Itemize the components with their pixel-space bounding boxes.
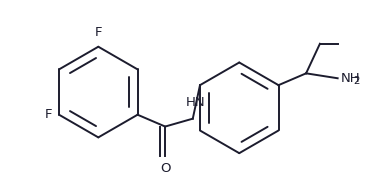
Text: O: O bbox=[160, 162, 170, 175]
Text: 2: 2 bbox=[353, 76, 360, 86]
Text: NH: NH bbox=[341, 72, 360, 85]
Text: HN: HN bbox=[186, 96, 206, 109]
Text: F: F bbox=[95, 26, 102, 39]
Text: F: F bbox=[45, 108, 52, 121]
